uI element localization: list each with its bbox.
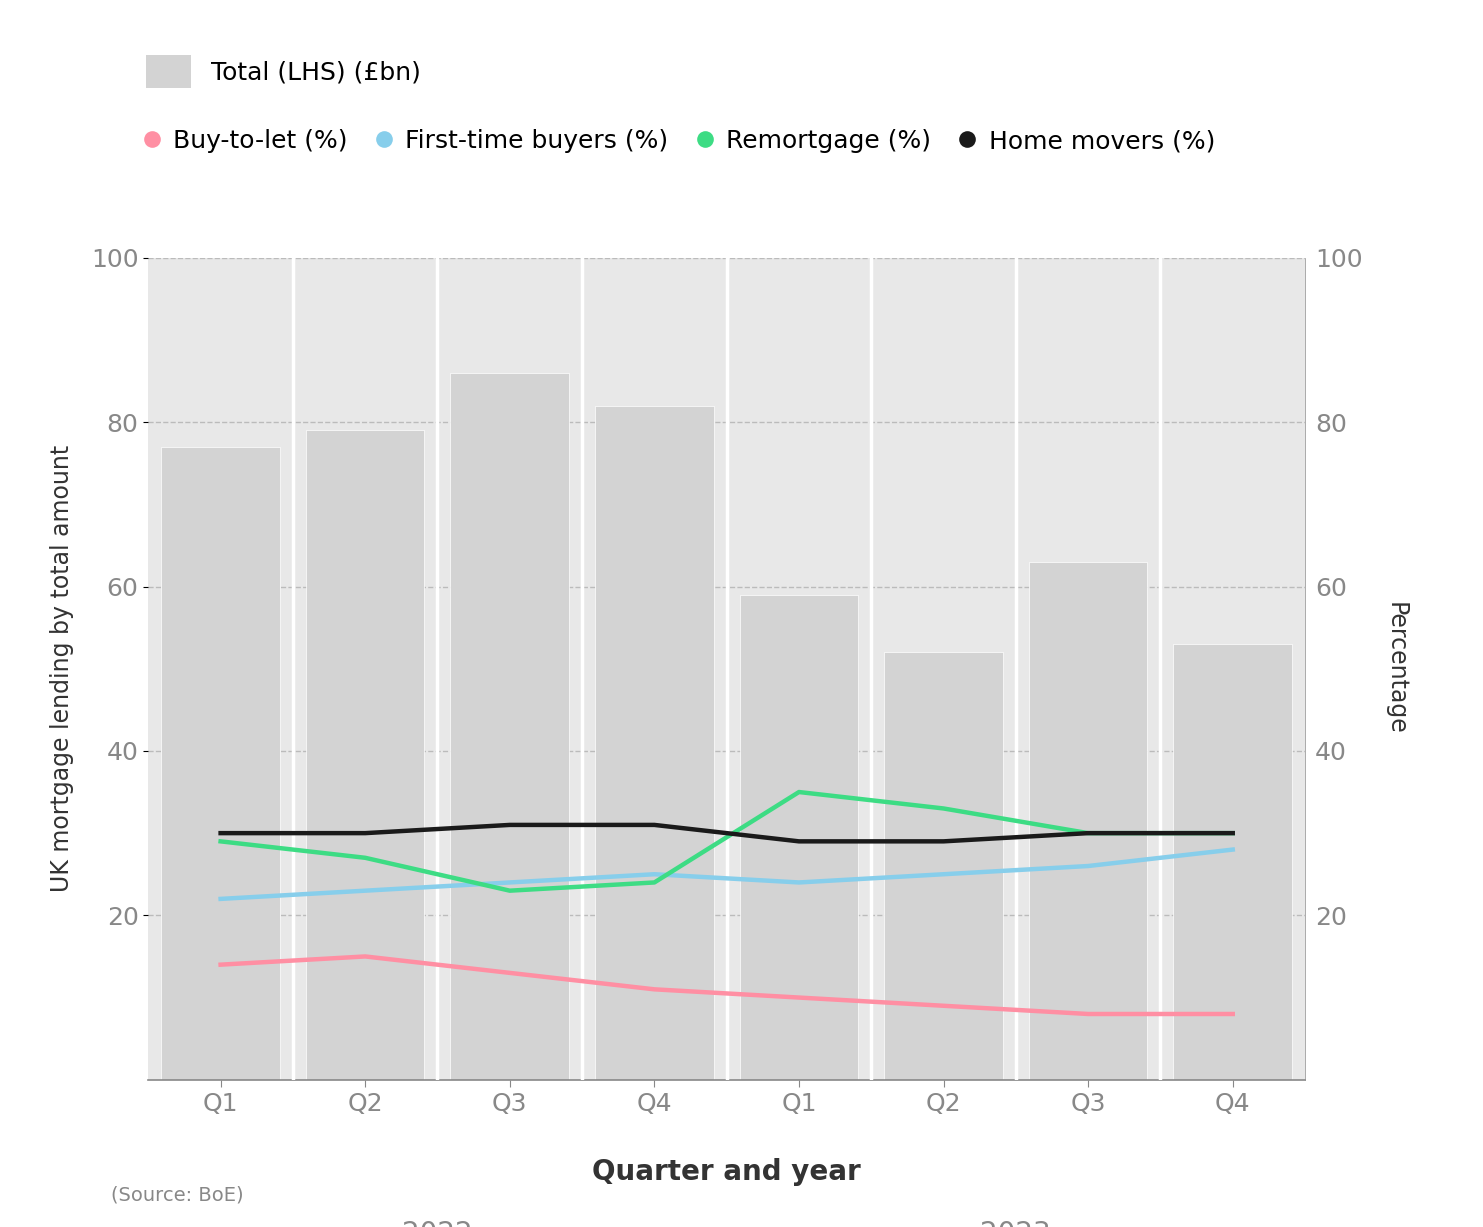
Text: (Source: BoE): (Source: BoE) (111, 1185, 243, 1204)
Y-axis label: UK mortgage lending by total amount: UK mortgage lending by total amount (50, 445, 74, 892)
Bar (1173, 644, 1292, 1080)
Bar (162, 447, 280, 1080)
Bar (1029, 562, 1148, 1080)
Bar (740, 595, 859, 1080)
Legend: Total (LHS) (£bn): Total (LHS) (£bn) (145, 55, 421, 87)
Bar (305, 431, 424, 1080)
Text: 2023: 2023 (980, 1220, 1051, 1227)
Bar (884, 653, 1003, 1080)
Y-axis label: Percentage: Percentage (1384, 602, 1407, 735)
Text: Quarter and year: Quarter and year (592, 1158, 862, 1185)
Bar (451, 373, 569, 1080)
Text: 2022: 2022 (402, 1220, 473, 1227)
Legend: Buy-to-let (%), First-time buyers (%), Remortgage (%), Home movers (%): Buy-to-let (%), First-time buyers (%), R… (145, 129, 1215, 153)
Bar (595, 406, 713, 1080)
